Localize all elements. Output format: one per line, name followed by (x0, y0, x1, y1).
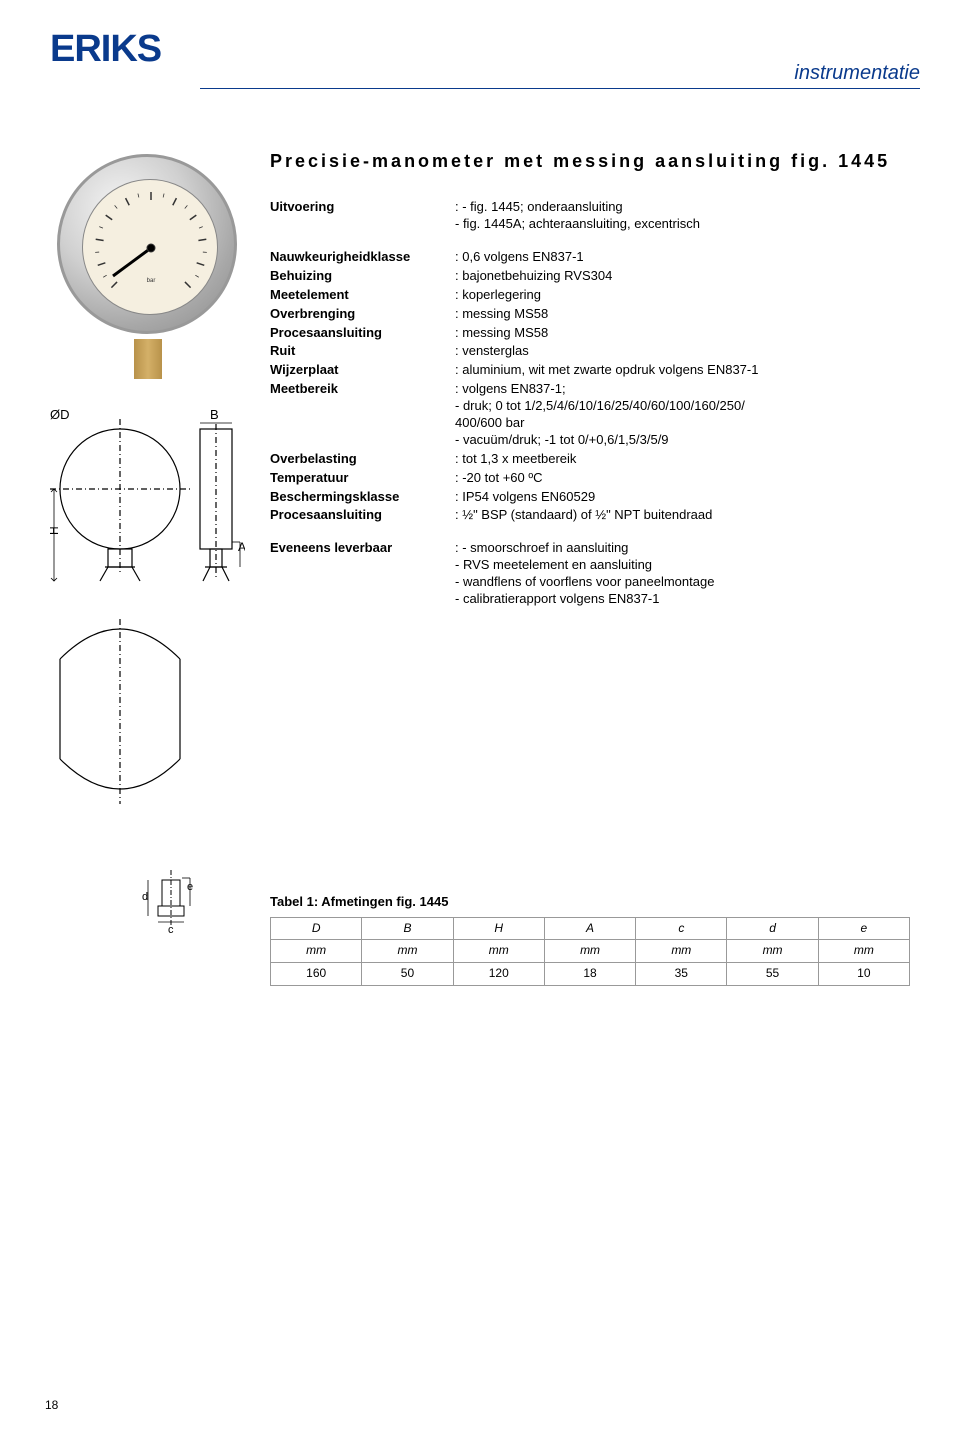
dim-A: A (238, 540, 245, 554)
dim-c: c (168, 924, 174, 936)
product-photo: bar (50, 149, 245, 379)
spec-label: Overbelasting (270, 451, 455, 468)
svg-text:bar: bar (147, 278, 156, 284)
spec-label: Meetbereik (270, 381, 455, 449)
spec-label: Wijzerplaat (270, 362, 455, 379)
dim-H: H (50, 526, 61, 535)
spec-label: Temperatuur (270, 470, 455, 487)
col-unit: mm (362, 940, 453, 963)
col-unit: mm (818, 940, 909, 963)
spec-value: : tot 1,3 x meetbereik (455, 451, 920, 468)
table-row: 1605012018355510 (271, 963, 910, 986)
col-unit: mm (544, 940, 635, 963)
dim-B: B (210, 409, 219, 422)
spec-value: : 0,6 volgens EN837-1 (455, 249, 920, 266)
dim-d: d (142, 891, 148, 903)
connector-drawing: d e c (140, 870, 210, 940)
col-unit: mm (271, 940, 362, 963)
spec-value: : vensterglas (455, 343, 920, 360)
spec-label: Procesaansluiting (270, 325, 455, 342)
spec-label: Behuizing (270, 268, 455, 285)
spec-value: : volgens EN837-1; - druk; 0 tot 1/2,5/4… (455, 381, 920, 449)
spec-value: : -20 tot +60 ºC (455, 470, 920, 487)
cell: 10 (818, 963, 909, 986)
spec-label: Nauwkeurigheidklasse (270, 249, 455, 266)
cell: 35 (636, 963, 727, 986)
spec-value: : IP54 volgens EN60529 (455, 489, 920, 506)
spec-label: Ruit (270, 343, 455, 360)
col-header: H (453, 917, 544, 940)
spec-value: : koperlegering (455, 287, 920, 304)
cell: 55 (727, 963, 818, 986)
col-unit: mm (636, 940, 727, 963)
col-header: D (271, 917, 362, 940)
col-unit: mm (727, 940, 818, 963)
col-header: B (362, 917, 453, 940)
col-header: d (727, 917, 818, 940)
spec-label: Eveneens leverbaar (270, 540, 455, 608)
dim-OD: ØD (50, 409, 70, 422)
spec-value: : aluminium, wit met zwarte opdruk volge… (455, 362, 920, 379)
spec-value: : bajonetbehuizing RVS304 (455, 268, 920, 285)
col-header: A (544, 917, 635, 940)
header-category: instrumentatie (200, 25, 920, 89)
col-header: c (636, 917, 727, 940)
dimensions-table: DBHAcde mmmmmmmmmmmmmm 1605012018355510 (270, 917, 910, 986)
cell: 18 (544, 963, 635, 986)
cell: 50 (362, 963, 453, 986)
spec-label: Beschermingsklasse (270, 489, 455, 506)
page-number: 18 (45, 1398, 58, 1414)
spec-value: : ½" BSP (standaard) of ½" NPT buitendra… (455, 507, 920, 524)
page-title: Precisie-manometer met messing aansluiti… (270, 149, 920, 174)
spec-value: : - fig. 1445; onderaansluiting - fig. 1… (455, 199, 920, 233)
table-title: Tabel 1: Afmetingen fig. 1445 (270, 894, 920, 911)
spec-list: Uitvoering: - fig. 1445; onderaansluitin… (270, 199, 920, 608)
cell: 120 (453, 963, 544, 986)
spec-value: : messing MS58 (455, 325, 920, 342)
spec-value: : - smoorschroef in aansluiting - RVS me… (455, 540, 920, 608)
cell: 160 (271, 963, 362, 986)
spec-value: : messing MS58 (455, 306, 920, 323)
spec-label: Procesaansluiting (270, 507, 455, 524)
col-unit: mm (453, 940, 544, 963)
dim-e: e (187, 881, 193, 893)
spec-label: Overbrenging (270, 306, 455, 323)
spec-label: Uitvoering (270, 199, 455, 233)
col-header: e (818, 917, 909, 940)
spec-label: Meetelement (270, 287, 455, 304)
technical-drawing: H ØD (50, 409, 245, 859)
logo: ERIKS (50, 25, 161, 74)
